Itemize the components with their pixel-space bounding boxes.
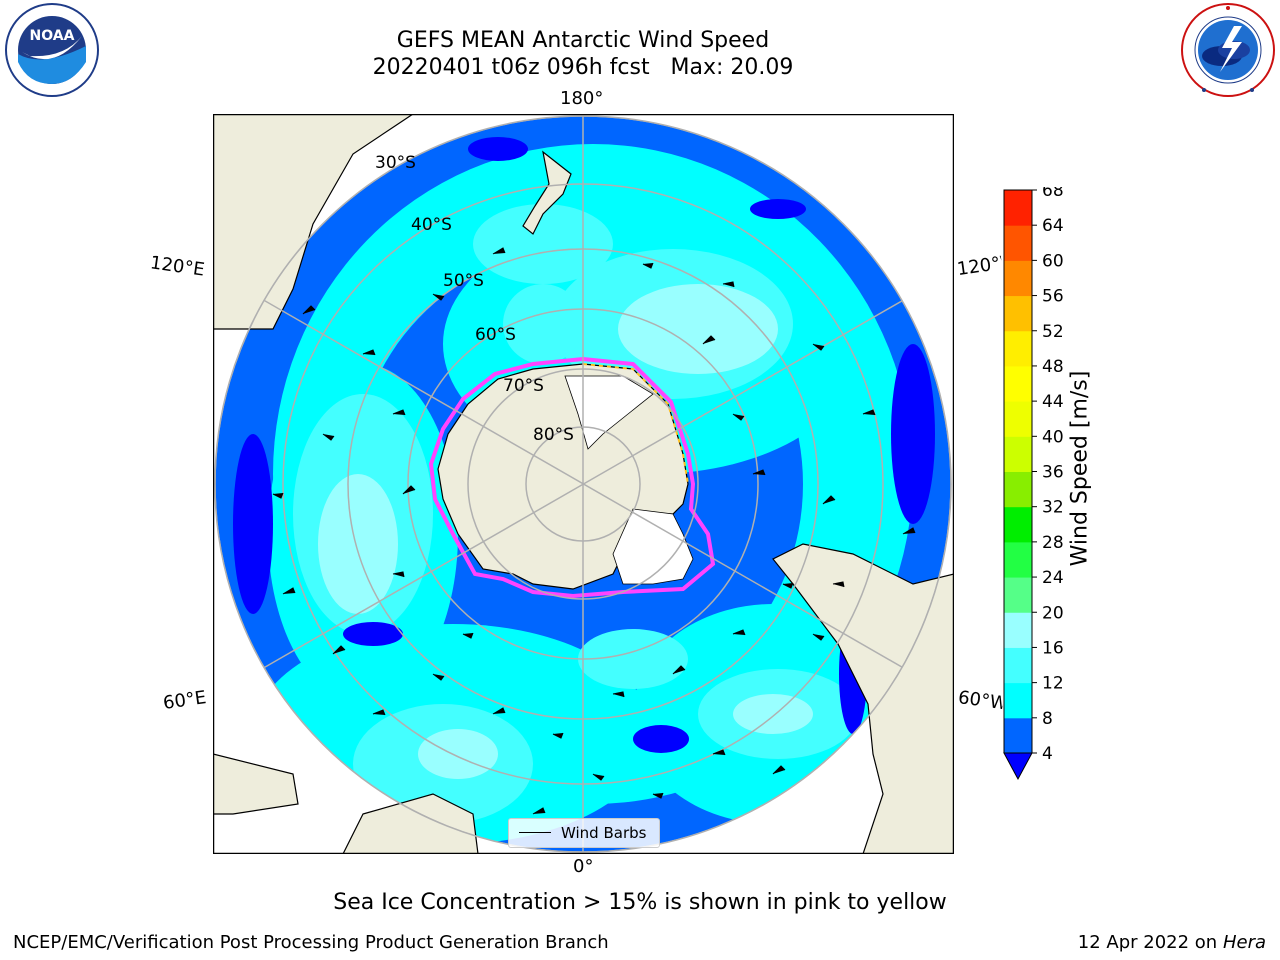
colorbar-tick-label: 8 bbox=[1042, 709, 1053, 729]
graticule bbox=[215, 116, 951, 852]
lat-label-60s: 60°S bbox=[475, 325, 516, 345]
colorbar-tick-label: 48 bbox=[1042, 357, 1064, 377]
colorbar-tick-label: 36 bbox=[1042, 463, 1064, 483]
lat-label-40s: 40°S bbox=[411, 215, 452, 235]
footer-date-text: 12 Apr 2022 on bbox=[1077, 932, 1218, 953]
colorbar-segment bbox=[1004, 295, 1032, 332]
colorbar-segment bbox=[1004, 577, 1032, 613]
colorbar-tick-label: 4 bbox=[1042, 744, 1053, 764]
colorbar-tick-label: 64 bbox=[1042, 216, 1064, 236]
colorbar-segment bbox=[1004, 225, 1032, 261]
colorbar-segment bbox=[1004, 612, 1032, 648]
colorbar-tick-label: 52 bbox=[1042, 322, 1064, 342]
colorbar-under-arrow bbox=[1003, 752, 1033, 781]
sea-ice-edge bbox=[428, 356, 716, 599]
sea-ice-note: Sea Ice Concentration > 15% is shown in … bbox=[333, 890, 947, 915]
colorbar-segment bbox=[1004, 647, 1032, 684]
lon-label-180: 180° bbox=[560, 88, 604, 109]
new-zealand bbox=[522, 150, 572, 235]
colorbar-tick-label: 20 bbox=[1042, 603, 1064, 623]
africa bbox=[342, 793, 479, 855]
wind-barb-legend: Wind Barbs bbox=[508, 818, 660, 848]
colorbar-tick-label: 40 bbox=[1042, 427, 1064, 447]
colorbar-tick-label: 60 bbox=[1042, 251, 1064, 271]
noaa-logo: NOAA bbox=[5, 3, 99, 97]
colorbar-tick-label: 32 bbox=[1042, 498, 1064, 518]
wind-barb-legend-label: Wind Barbs bbox=[561, 824, 647, 842]
colorbar-tick-label: 68 bbox=[1042, 187, 1064, 201]
colorbar-tick-label: 56 bbox=[1042, 287, 1064, 307]
colorbar-segment bbox=[1004, 260, 1032, 297]
nws-logo bbox=[1181, 3, 1275, 97]
wind-barb-legend-line bbox=[519, 832, 551, 833]
colorbar-segment bbox=[1004, 471, 1032, 508]
colorbar-tick-label: 44 bbox=[1042, 392, 1064, 412]
lon-label-60e: 60°E bbox=[161, 687, 208, 714]
footer-date: 12 Apr 2022 on Hera bbox=[1078, 932, 1266, 953]
australia bbox=[212, 113, 415, 330]
ice-shelves bbox=[564, 375, 694, 585]
lat-label-30s: 30°S bbox=[375, 153, 416, 173]
colorbar-tick-label: 28 bbox=[1042, 533, 1064, 553]
colorbar-label: Wind Speed [m/s] bbox=[1067, 370, 1093, 567]
footer-credit: NCEP/EMC/Verification Post Processing Pr… bbox=[13, 932, 609, 953]
map-title-line1: GEFS MEAN Antarctic Wind Speed bbox=[396, 28, 770, 53]
colorbar-segment bbox=[1004, 541, 1032, 578]
colorbar-segment bbox=[1004, 330, 1032, 367]
colorbar-segment bbox=[1004, 506, 1032, 543]
lat-label-80s: 80°S bbox=[533, 425, 574, 445]
wind-barbs bbox=[272, 247, 916, 815]
colorbar-segment bbox=[1004, 436, 1032, 472]
map-title-line2: 20220401 t06z 096h fcst Max: 20.09 bbox=[372, 55, 794, 80]
noaa-logo-text: NOAA bbox=[30, 28, 75, 44]
lon-label-60w: 60°W bbox=[956, 686, 1005, 715]
lat-label-70s: 70°S bbox=[503, 376, 544, 396]
lon-label-120w: 120°W bbox=[955, 252, 1004, 281]
colorbar-tick-label: 12 bbox=[1042, 674, 1064, 694]
colorbar-tick-label: 16 bbox=[1042, 638, 1064, 658]
colorbar-segment bbox=[1004, 682, 1032, 719]
colorbar-segment bbox=[1004, 401, 1032, 437]
polar-map: 30°S 40°S 50°S 60°S 70°S 80°S Wind Barbs bbox=[212, 113, 955, 855]
lat-label-50s: 50°S bbox=[443, 271, 484, 291]
footer-host: Hera bbox=[1222, 932, 1266, 953]
colorbar-tick-label: 24 bbox=[1042, 568, 1064, 588]
colorbar-segment bbox=[1004, 717, 1032, 754]
colorbar-segment bbox=[1004, 365, 1032, 402]
colorbar-segment bbox=[1004, 190, 1032, 226]
wind-speed-field bbox=[215, 116, 951, 852]
lon-label-0: 0° bbox=[573, 856, 594, 877]
lon-label-120e: 120°E bbox=[148, 252, 206, 281]
